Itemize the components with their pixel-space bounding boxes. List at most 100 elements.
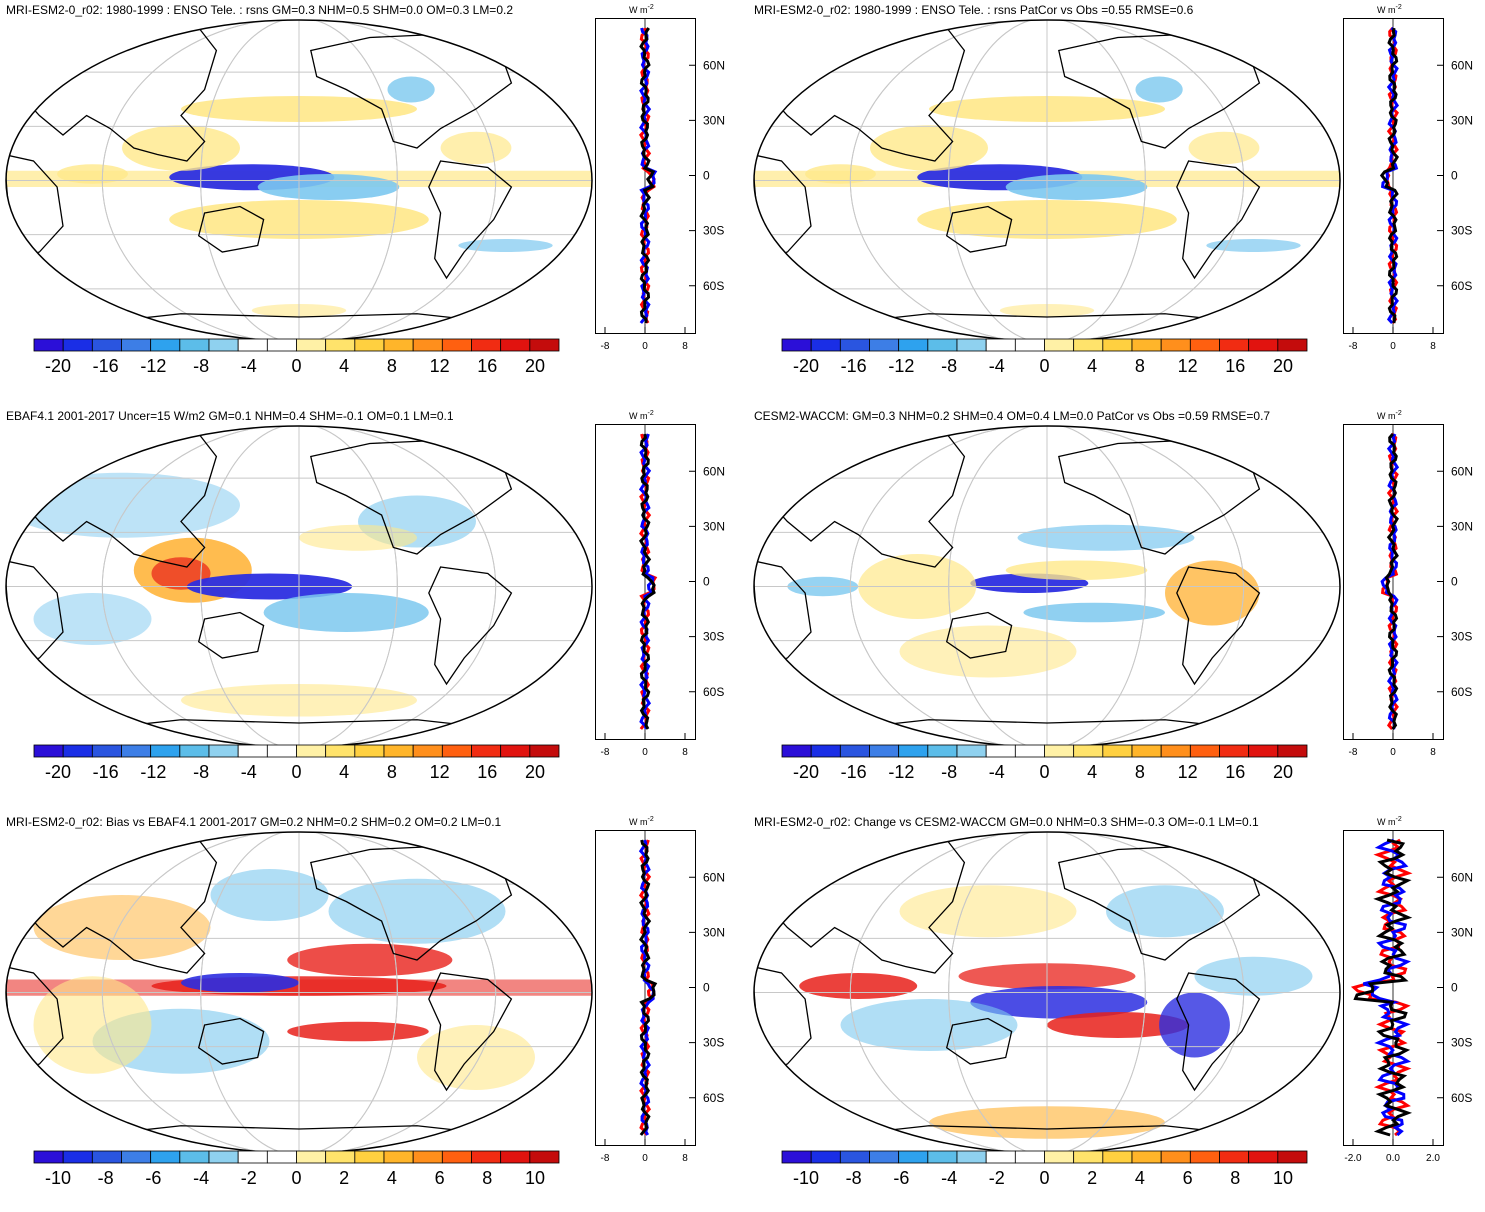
colorbar-swatch [1219,1150,1250,1164]
latitude-tick-label: 60N [1451,870,1473,884]
colorbar-tick-label: -16 [840,356,867,376]
samerica-coastline [428,160,513,280]
colorbar-swatch [839,1150,870,1164]
zonal-mean-profile: 60N 30N 0 30S 60S -8 0 8 [595,424,725,758]
colorbar-swatch [150,744,181,758]
colorbar-swatch [1189,744,1220,758]
colorbar-tick-label: -10 [44,1168,72,1188]
latitude-tick-label: 0 [1451,981,1458,995]
colorbar-swatch [781,338,812,352]
panel-title: MRI-ESM2-0_r02: Change vs CESM2-WACCM GM… [754,815,1259,829]
profile-x-tick-label: -8 [601,747,610,758]
profile-x-tick-label: 0 [642,341,648,352]
colorbar: -10 -8 -6 -4 -2 0 2 4 6 8 10 [781,1150,1311,1195]
zonal-mean-profile: 60N 30N 0 30S 60S -8 0 8 [595,18,725,352]
colorbar-swatch [1277,1150,1308,1164]
colorbar-swatch [325,744,356,758]
profile-blue-line [638,839,656,1136]
colorbar-swatch [898,1150,929,1164]
latitude-tick-label: 60N [1451,58,1473,72]
australia-coastline [197,205,265,253]
colorbar-tick-label: 4 [1134,1168,1145,1188]
profile-x-tick-label: -8 [1349,341,1358,352]
colorbar-swatch [529,1150,560,1164]
colorbar-swatch [956,338,987,352]
greenland-coastline [1258,845,1302,883]
latitude-tick-label: 60S [1451,685,1472,699]
profile-x-tick-label: 8 [682,1153,688,1164]
colorbar-swatch [1248,744,1279,758]
colorbar-swatch [441,338,472,352]
panel-title: MRI-ESM2-0_r02: Bias vs EBAF4.1 2001-201… [6,815,502,829]
colorbar: -20 -16 -12 -8 -4 0 4 8 12 16 20 [33,744,563,789]
colorbar-swatch [869,338,900,352]
colorbar-swatches [781,338,1308,352]
robinson-map [5,19,593,342]
colorbar-swatch [208,338,239,352]
colorbar-tick-label: -12 [140,356,167,376]
latitude-tick-label: 60S [1451,279,1472,293]
latitude-tick-label: 0 [1451,169,1458,183]
colorbar-swatch [1219,338,1250,352]
latitude-tick-label: 30N [703,925,725,939]
samerica-coastline [428,972,513,1092]
robinson-map [5,425,593,748]
australia-coastline [945,611,1013,659]
colorbar-tick-label: 4 [386,1168,397,1188]
robinson-map [5,831,593,1154]
australia-coastline [945,1017,1013,1065]
colorbar-swatch [839,338,870,352]
colorbar-swatch [237,744,268,758]
colorbar-tick-label: -12 [888,762,915,782]
colorbar-tick-label: -6 [893,1168,910,1188]
colorbar-swatch [1131,338,1162,352]
colorbar-swatch [1131,744,1162,758]
colorbar-swatch [91,744,122,758]
colorbar-swatch [33,338,64,352]
colorbar-swatch [412,744,443,758]
colorbar-swatch [1248,338,1279,352]
colorbar-tick-label: -4 [240,356,257,376]
map-panel: MRI-ESM2-0_r02: Change vs CESM2-WACCM GM… [748,812,1485,1212]
colorbar-tick-label: -8 [941,762,958,782]
latitude-tick-label: 30N [703,113,725,127]
profile-panel: 60N 30N 0 30S 60S -8 0 8 [595,18,740,383]
colorbar-swatch [869,1150,900,1164]
colorbar-tick-label: -4 [988,762,1005,782]
colorbar-swatch [898,338,929,352]
latitude-tick-label: 30S [1451,630,1472,644]
greenland-coastline [1258,33,1302,71]
profile-black-line [1353,838,1413,1137]
colorbar: -20 -16 -12 -8 -4 0 4 8 12 16 20 [781,338,1311,383]
colorbar-swatch [781,744,812,758]
colorbar: -20 -16 -12 -8 -4 0 4 8 12 16 20 [33,338,563,383]
profile-black-line [1379,27,1400,324]
colorbar-tick-label: 8 [386,762,397,782]
colorbar-tick-label: -20 [44,356,72,376]
colorbar-swatch [91,1150,122,1164]
profile-blue-line [1380,26,1400,325]
colorbar-swatch [325,1150,356,1164]
latitude-tick-label: 60S [703,685,724,699]
colorbar-tick-label: -20 [792,356,820,376]
map-panel: MRI-ESM2-0_r02: Bias vs EBAF4.1 2001-201… [0,812,740,1212]
colorbar-swatch [33,1150,64,1164]
colorbar-swatch [1044,1150,1075,1164]
colorbar-swatch [412,338,443,352]
map-panel: MRI-ESM2-0_r02: 1980-1999 : ENSO Tele. :… [748,0,1485,400]
profile-x-tick-label: 8 [682,747,688,758]
latitude-tick-label: 0 [703,981,710,995]
profile-x-tick-label: 0 [1390,341,1396,352]
colorbar-swatch [412,1150,443,1164]
colorbar-swatch [208,1150,239,1164]
colorbar-swatch [237,1150,268,1164]
colorbar-swatch [500,1150,531,1164]
latitude-tick-label: 0 [703,169,710,183]
profile-x-tick-label: 2.0 [1426,1153,1440,1164]
greenland-coastline [1258,439,1302,477]
latitude-tick-label: 0 [1451,575,1458,589]
colorbar-tick-label: 12 [1177,762,1198,782]
profile-unit-label: W m-2 [629,4,654,15]
colorbar-swatch [296,1150,327,1164]
colorbar-swatch [927,744,958,758]
